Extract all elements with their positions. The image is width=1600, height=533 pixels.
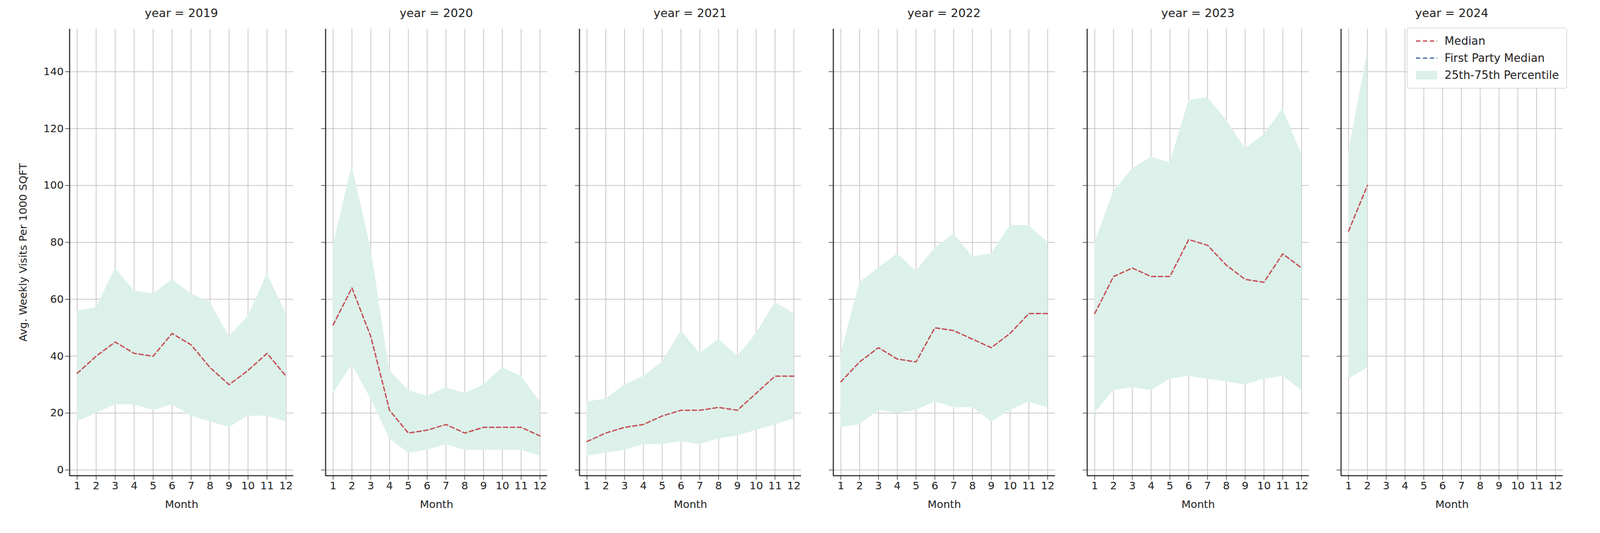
svg-text:2: 2 — [92, 479, 100, 493]
svg-text:10: 10 — [1257, 479, 1271, 493]
html-text:year = 2021: year = 2021 — [653, 6, 727, 20]
svg-text:3: 3 — [1129, 479, 1136, 493]
svg-text:1: 1 — [73, 479, 81, 493]
html-text:year = 2020: year = 2020 — [399, 6, 473, 20]
svg-text:7: 7 — [442, 479, 450, 493]
html-text:year = 2023: year = 2023 — [1161, 6, 1235, 20]
svg-text:9: 9 — [225, 479, 233, 493]
svg-text:11: 11 — [768, 479, 782, 493]
svg-text:6: 6 — [424, 479, 431, 493]
html-text:First Party Median: First Party Median — [1444, 51, 1545, 65]
svg-text:9: 9 — [1495, 479, 1503, 493]
svg-text:3: 3 — [367, 479, 375, 493]
svg-text:9: 9 — [733, 479, 741, 493]
svg-text:7: 7 — [1458, 479, 1466, 493]
svg-text:6: 6 — [931, 479, 939, 493]
svg-text:12: 12 — [279, 479, 293, 493]
svg-text:11: 11 — [514, 479, 528, 493]
svg-text:4: 4 — [1147, 479, 1155, 493]
svg-text:3: 3 — [875, 479, 883, 493]
svg-text:11: 11 — [1529, 479, 1543, 493]
html-text:year = 2019: year = 2019 — [144, 6, 219, 20]
svg-text:4: 4 — [1401, 479, 1409, 493]
svg-text:4: 4 — [130, 479, 138, 493]
svg-text:3: 3 — [621, 479, 629, 493]
html-text:25th-75th Percentile: 25th-75th Percentile — [1444, 68, 1559, 82]
svg-text:7: 7 — [187, 479, 195, 493]
svg-text:Avg. Weekly Visits Per 1000 SQ: Avg. Weekly Visits Per 1000 SQFT — [16, 162, 30, 342]
svg-text:5: 5 — [658, 479, 666, 493]
svg-text:120: 120 — [43, 122, 64, 135]
html-text:year = 2024: year = 2024 — [1415, 6, 1489, 20]
svg-text:2: 2 — [1109, 479, 1117, 493]
svg-text:3: 3 — [112, 479, 119, 493]
svg-text:60: 60 — [50, 292, 64, 306]
svg-text:6: 6 — [1185, 479, 1193, 493]
svg-text:Month: Month — [927, 498, 962, 511]
svg-text:4: 4 — [893, 479, 901, 493]
svg-text:5: 5 — [1420, 479, 1428, 493]
svg-text:1: 1 — [837, 479, 845, 493]
svg-text:4: 4 — [640, 479, 647, 493]
svg-text:11: 11 — [1275, 479, 1290, 493]
svg-text:7: 7 — [1204, 479, 1212, 493]
svg-text:1: 1 — [329, 479, 337, 493]
svg-text:5: 5 — [912, 479, 920, 493]
svg-text:Month: Month — [164, 498, 199, 511]
svg-text:7: 7 — [696, 479, 704, 493]
svg-text:4: 4 — [386, 479, 394, 493]
svg-text:Month: Month — [673, 498, 708, 511]
svg-text:0: 0 — [57, 463, 64, 477]
svg-text:8: 8 — [1476, 479, 1484, 493]
svg-text:20: 20 — [50, 406, 64, 420]
svg-text:10: 10 — [241, 479, 255, 493]
svg-text:140: 140 — [43, 65, 64, 78]
svg-text:7: 7 — [950, 479, 958, 493]
svg-text:12: 12 — [787, 479, 801, 493]
svg-text:100: 100 — [43, 178, 64, 192]
svg-text:2: 2 — [1363, 479, 1371, 493]
svg-text:8: 8 — [1222, 479, 1230, 493]
svg-text:2: 2 — [856, 479, 863, 493]
svg-text:8: 8 — [206, 479, 214, 493]
html-text:year = 2022: year = 2022 — [907, 6, 981, 20]
svg-text:6: 6 — [1439, 479, 1447, 493]
svg-text:3: 3 — [1382, 479, 1390, 493]
svg-text:Month: Month — [419, 498, 454, 511]
svg-text:5: 5 — [149, 479, 157, 493]
svg-text:12: 12 — [533, 479, 547, 493]
svg-text:12: 12 — [1041, 479, 1055, 493]
svg-text:10: 10 — [749, 479, 763, 493]
svg-text:8: 8 — [715, 479, 723, 493]
html-text:Median: Median — [1444, 34, 1486, 48]
svg-text:6: 6 — [168, 479, 176, 493]
svg-text:Month: Month — [1435, 498, 1469, 511]
svg-text:10: 10 — [1510, 479, 1525, 493]
svg-text:2: 2 — [348, 479, 356, 493]
svg-text:5: 5 — [1166, 479, 1174, 493]
svg-text:40: 40 — [50, 349, 64, 363]
svg-text:10: 10 — [495, 479, 509, 493]
svg-text:11: 11 — [260, 479, 274, 493]
svg-text:9: 9 — [1241, 479, 1249, 493]
svg-text:8: 8 — [969, 479, 976, 493]
svg-text:1: 1 — [583, 479, 591, 493]
svg-text:9: 9 — [987, 479, 995, 493]
svg-text:11: 11 — [1021, 479, 1036, 493]
svg-text:1: 1 — [1091, 479, 1099, 493]
svg-text:5: 5 — [404, 479, 412, 493]
svg-text:12: 12 — [1548, 479, 1563, 493]
svg-text:80: 80 — [50, 235, 64, 249]
svg-text:6: 6 — [677, 479, 685, 493]
svg-text:Month: Month — [1181, 498, 1215, 511]
svg-text:10: 10 — [1003, 479, 1017, 493]
svg-text:8: 8 — [461, 479, 469, 493]
svg-text:9: 9 — [480, 479, 487, 493]
svg-text:2: 2 — [602, 479, 610, 493]
svg-text:12: 12 — [1294, 479, 1309, 493]
svg-text:1: 1 — [1345, 479, 1352, 493]
